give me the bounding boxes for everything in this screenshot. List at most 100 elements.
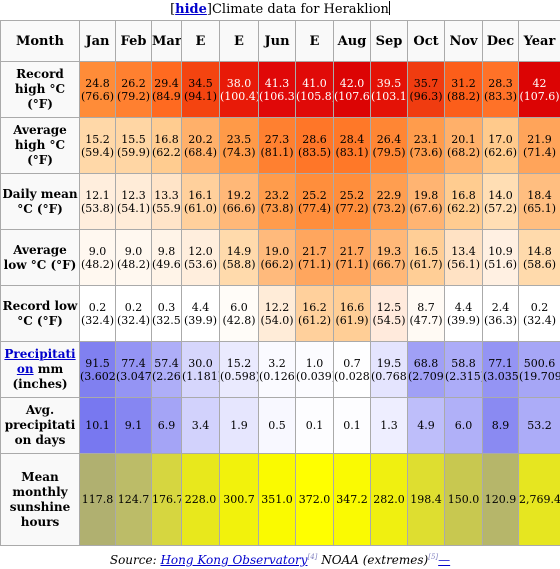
row-precipitation: Precipitation mm (inches)91.5 (3.602)77.… — [1, 342, 560, 398]
cell-daily-mean-aug: 25.2 (77.2) — [334, 174, 371, 230]
cell-sunshine-hours-jun: 351.0 — [259, 454, 296, 546]
cell-record-high-apr: 34.5 (94.1) — [182, 62, 220, 118]
cell-sunshine-hours-aug: 347.2 — [334, 454, 371, 546]
cell-daily-mean-sep: 22.9 (73.2) — [371, 174, 408, 230]
cell-precipitation-days-year: 53.2 — [519, 398, 560, 454]
cell-daily-mean-jul: 25.2 (77.4) — [296, 174, 334, 230]
cell-average-low-feb: 9.0 (48.2) — [116, 230, 152, 286]
row-label-text: Record high °C (°F) — [15, 67, 65, 111]
table-caption: [hide]Climate data for Heraklion — [0, 0, 560, 20]
cell-average-high-nov: 20.1 (68.2) — [445, 118, 483, 174]
cell-precipitation-mar: 57.4 (2.26) — [152, 342, 182, 398]
row-label-daily-mean: Daily mean °C (°F) — [1, 174, 80, 230]
cell-record-low-apr: 4.4 (39.9) — [182, 286, 220, 342]
row-daily-mean: Daily mean °C (°F)12.1 (53.8)12.3 (54.1)… — [1, 174, 560, 230]
header-nov: Nov — [445, 21, 483, 62]
row-label-text: Avg. precipitation days — [5, 403, 76, 447]
cell-average-high-feb: 15.5 (59.9) — [116, 118, 152, 174]
cell-daily-mean-oct: 19.8 (67.6) — [408, 174, 445, 230]
cell-average-low-sep: 19.3 (66.7) — [371, 230, 408, 286]
cell-sunshine-hours-dec: 120.9 — [483, 454, 519, 546]
row-label-text: Mean monthly sunshine hours — [10, 470, 71, 529]
cell-average-low-jun: 19.0 (66.2) — [259, 230, 296, 286]
cell-average-low-aug: 21.7 (71.1) — [334, 230, 371, 286]
cell-record-high-jan: 24.8 (76.6) — [80, 62, 116, 118]
cell-record-low-year: 0.2 (32.4) — [519, 286, 560, 342]
source-middle: NOAA (extremes) — [317, 553, 428, 567]
row-average-low: Average low °C (°F)9.0 (48.2)9.0 (48.2)9… — [1, 230, 560, 286]
cell-precipitation-nov: 58.8 (2.315) — [445, 342, 483, 398]
cell-precipitation-may: 15.2 (0.598) — [220, 342, 259, 398]
row-label-record-low: Record low °C (°F) — [1, 286, 80, 342]
cell-average-high-dec: 17.0 (62.6) — [483, 118, 519, 174]
cell-precipitation-sep: 19.5 (0.768) — [371, 342, 408, 398]
header-jul: E — [296, 21, 334, 62]
source-prefix: Source: — [110, 553, 161, 567]
header-feb: Feb — [116, 21, 152, 62]
cell-record-high-jun: 41.3 (106.3) — [259, 62, 296, 118]
cell-record-low-feb: 0.2 (32.4) — [116, 286, 152, 342]
source-line: Source: Hong Kong Observatory[4] NOAA (e… — [0, 548, 560, 566]
cell-average-low-oct: 16.5 (61.7) — [408, 230, 445, 286]
cell-sunshine-hours-oct: 198.4 — [408, 454, 445, 546]
header-may: E — [220, 21, 259, 62]
cell-record-high-sep: 39.5 (103.1) — [371, 62, 408, 118]
cell-average-high-apr: 20.2 (68.4) — [182, 118, 220, 174]
cell-average-low-year: 14.8 (58.6) — [519, 230, 560, 286]
text-cursor — [389, 1, 390, 15]
cell-average-high-aug: 28.4 (83.1) — [334, 118, 371, 174]
cell-precipitation-days-jun: 0.5 — [259, 398, 296, 454]
cell-precipitation-days-jan: 10.1 — [80, 398, 116, 454]
cell-precipitation-apr: 30.0 (1.181) — [182, 342, 220, 398]
cell-precipitation-days-jul: 0.1 — [296, 398, 334, 454]
row-record-low: Record low °C (°F)0.2 (32.4)0.2 (32.4)0.… — [1, 286, 560, 342]
cell-record-low-jan: 0.2 (32.4) — [80, 286, 116, 342]
cell-sunshine-hours-feb: 124.7 — [116, 454, 152, 546]
source-dash[interactable]: — — [438, 553, 450, 567]
source-ref-4[interactable]: [4] — [307, 553, 317, 561]
cell-sunshine-hours-mar: 176.7 — [152, 454, 182, 546]
cell-record-low-jul: 16.2 (61.2) — [296, 286, 334, 342]
header-jan: Jan — [80, 21, 116, 62]
cell-record-low-nov: 4.4 (39.9) — [445, 286, 483, 342]
source-ref-5[interactable]: [5] — [428, 553, 438, 561]
cell-average-high-sep: 26.4 (79.5) — [371, 118, 408, 174]
cell-precipitation-jul: 1.0 (0.039) — [296, 342, 334, 398]
header-aug: Aug — [334, 21, 371, 62]
cell-daily-mean-feb: 12.3 (54.1) — [116, 174, 152, 230]
cell-average-high-jan: 15.2 (59.4) — [80, 118, 116, 174]
header-apr: E — [182, 21, 220, 62]
row-label-record-high: Record high °C (°F) — [1, 62, 80, 118]
cell-record-high-may: 38.0 (100.4) — [220, 62, 259, 118]
header-row: Month Jan Feb Mar E E Jun E Aug Sep Oct … — [1, 21, 560, 62]
source-link-hko[interactable]: Hong Kong Observatory — [160, 553, 307, 567]
cell-record-low-mar: 0.3 (32.5) — [152, 286, 182, 342]
cell-precipitation-feb: 77.4 (3.047) — [116, 342, 152, 398]
hide-toggle-link[interactable]: hide — [175, 2, 207, 17]
cell-average-low-may: 14.9 (58.8) — [220, 230, 259, 286]
cell-average-low-jan: 9.0 (48.2) — [80, 230, 116, 286]
cell-precipitation-aug: 0.7 (0.028) — [334, 342, 371, 398]
cell-record-high-mar: 29.4 (84.9) — [152, 62, 182, 118]
row-label-precipitation: Precipitation mm (inches) — [1, 342, 80, 398]
cell-average-high-year: 21.9 (71.4) — [519, 118, 560, 174]
cell-daily-mean-mar: 13.3 (55.9) — [152, 174, 182, 230]
cell-precipitation-jan: 91.5 (3.602) — [80, 342, 116, 398]
header-sep: Sep — [371, 21, 408, 62]
header-mar: Mar — [152, 21, 182, 62]
cell-average-low-mar: 9.8 (49.6) — [152, 230, 182, 286]
cell-record-low-may: 6.0 (42.8) — [220, 286, 259, 342]
cell-sunshine-hours-sep: 282.0 — [371, 454, 408, 546]
cell-record-high-dec: 28.3 (83.3) — [483, 62, 519, 118]
cell-daily-mean-jan: 12.1 (53.8) — [80, 174, 116, 230]
header-year: Year — [519, 21, 560, 62]
cell-daily-mean-nov: 16.8 (62.2) — [445, 174, 483, 230]
cell-average-high-jun: 27.3 (81.1) — [259, 118, 296, 174]
cell-record-high-aug: 42.0 (107.6) — [334, 62, 371, 118]
cell-record-high-nov: 31.2 (88.2) — [445, 62, 483, 118]
cell-precipitation-jun: 3.2 (0.126) — [259, 342, 296, 398]
cell-precipitation-days-apr: 3.4 — [182, 398, 220, 454]
cell-daily-mean-dec: 14.0 (57.2) — [483, 174, 519, 230]
